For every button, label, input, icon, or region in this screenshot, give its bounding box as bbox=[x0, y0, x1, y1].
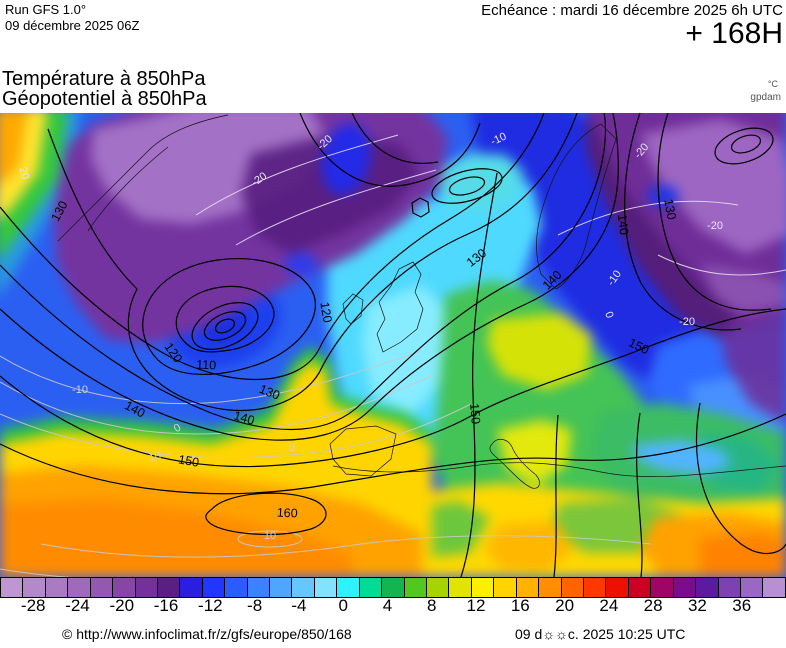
colorbar-cell bbox=[718, 578, 741, 597]
colorbar-cell bbox=[135, 578, 158, 597]
parameter-title-geopotential: Géopotentiel à 850hPa bbox=[2, 88, 207, 110]
colorbar-cell bbox=[225, 578, 248, 597]
geopotential-contour-label: 130 bbox=[661, 198, 678, 221]
colorbar-tick-label: 24 bbox=[599, 596, 619, 615]
colorbar bbox=[0, 577, 786, 598]
geopotential-contour-label: 150 bbox=[177, 452, 200, 469]
coastlines bbox=[57, 114, 786, 489]
colorbar-cell bbox=[628, 578, 652, 597]
geopotential-contour-label: 150 bbox=[467, 403, 483, 425]
model-run-label: Run GFS 1.0° bbox=[5, 2, 87, 17]
footer: © http://www.infoclimat.fr/z/gfs/europe/… bbox=[0, 618, 786, 648]
isotherm-lines bbox=[0, 350, 652, 577]
model-run-date: 09 décembre 2025 06Z bbox=[5, 18, 140, 33]
isotherm-label: 0 bbox=[602, 310, 615, 320]
geopotential-contour-label: 140 bbox=[232, 409, 256, 428]
colorbar-cell bbox=[449, 578, 472, 597]
colorbar-tick-label: 8 bbox=[427, 596, 437, 615]
colorbar-cell bbox=[651, 578, 674, 597]
generated-timestamp: 09 d☼☼c. 2025 10:25 UTC bbox=[515, 626, 686, 642]
header: Run GFS 1.0° 09 décembre 2025 06Z Echéan… bbox=[0, 0, 786, 113]
isotherm-label: -20 bbox=[679, 316, 695, 328]
colorbar-cell bbox=[180, 578, 203, 597]
isotherm-label: 10 bbox=[147, 450, 162, 465]
copyright-url: © http://www.infoclimat.fr/z/gfs/europe/… bbox=[62, 626, 352, 642]
colorbar-cell bbox=[606, 578, 629, 597]
colorbar-tick-label: -16 bbox=[153, 596, 179, 615]
isotherm-label: 10 bbox=[264, 530, 276, 542]
geopotential-contours bbox=[0, 113, 786, 577]
forecast-hour-label: + 168H bbox=[685, 17, 783, 50]
colorbar-cell bbox=[494, 578, 517, 597]
colorbar-cell bbox=[763, 578, 785, 597]
colorbar-tick-label: 4 bbox=[382, 596, 393, 615]
colorbar-cell bbox=[337, 578, 360, 597]
colorbar-tick-label: 28 bbox=[643, 596, 663, 615]
colorbar-cell bbox=[1, 578, 24, 597]
geopotential-contour-label: 110 bbox=[196, 357, 217, 372]
geopotential-contour-label: 120 bbox=[317, 301, 334, 324]
geopotential-contour-label: 140 bbox=[615, 213, 631, 235]
colorbar-cell bbox=[583, 578, 607, 597]
colorbar-cell bbox=[404, 578, 428, 597]
colorbar-tick-label: -20 bbox=[109, 596, 135, 615]
colorbar-cell bbox=[696, 578, 719, 597]
colorbar-cell bbox=[45, 578, 69, 597]
colorbar-cell bbox=[561, 578, 584, 597]
colorbar-cell bbox=[270, 578, 293, 597]
colorbar-cell bbox=[113, 578, 136, 597]
colorbar-tick-label: 0 bbox=[338, 596, 348, 615]
unit-geopotential-label: gpdam bbox=[750, 92, 781, 103]
colorbar-tick-label: -8 bbox=[247, 596, 263, 615]
colorbar-tick-label: 36 bbox=[732, 596, 752, 615]
colorbar-cell bbox=[471, 578, 495, 597]
colorbar-cell bbox=[202, 578, 226, 597]
colorbar-tick-label: 20 bbox=[555, 596, 575, 615]
isotherm-label: -20 bbox=[707, 220, 723, 232]
colorbar-tick-label: 16 bbox=[510, 596, 530, 615]
colorbar-cell bbox=[68, 578, 91, 597]
colorbar-ticks: -28 -24 -20 -16 -12 -8 -4 0 4 8 12 16 20 24 28 32 36 bbox=[0, 596, 786, 618]
colorbar-cell bbox=[90, 578, 114, 597]
isotherm-label: 0 bbox=[289, 442, 295, 454]
colorbar-cell bbox=[157, 578, 181, 597]
isotherm-label: -10 bbox=[72, 384, 88, 396]
colorbar-cell bbox=[427, 578, 450, 597]
colorbar-cell bbox=[292, 578, 315, 597]
colorbar-cell bbox=[740, 578, 764, 597]
colorbar-cell bbox=[382, 578, 405, 597]
colorbar-cell bbox=[314, 578, 338, 597]
colorbar-cell bbox=[539, 578, 562, 597]
geopotential-contour-label: 160 bbox=[276, 505, 298, 520]
parameter-title-temperature: Température à 850hPa bbox=[2, 68, 206, 90]
unit-temperature-label: °C bbox=[767, 79, 778, 89]
isotherm-label: 20 bbox=[17, 166, 32, 181]
colorbar-tick-label: -28 bbox=[20, 596, 46, 615]
colorbar-tick-label: -4 bbox=[291, 596, 307, 615]
colorbar-tick-label: 32 bbox=[687, 596, 707, 615]
temperature-field bbox=[0, 113, 786, 577]
colorbar-cell bbox=[359, 578, 383, 597]
colorbar-tick-label: -12 bbox=[198, 596, 223, 615]
isotherm-label: 0 bbox=[172, 422, 183, 435]
valid-time-label: Echéance : mardi 16 décembre 2025 6h UTC bbox=[481, 2, 783, 19]
colorbar-cell bbox=[247, 578, 271, 597]
colorbar-tick-label: -24 bbox=[65, 596, 90, 615]
colorbar-tick-label: 12 bbox=[466, 596, 486, 615]
colorbar-cell bbox=[516, 578, 540, 597]
colorbar-cell bbox=[23, 578, 46, 597]
map-canvas: 130 120 110 120 130 140 140 150 160 130 140 140 130 1… bbox=[0, 113, 786, 577]
colorbar-cell bbox=[673, 578, 697, 597]
